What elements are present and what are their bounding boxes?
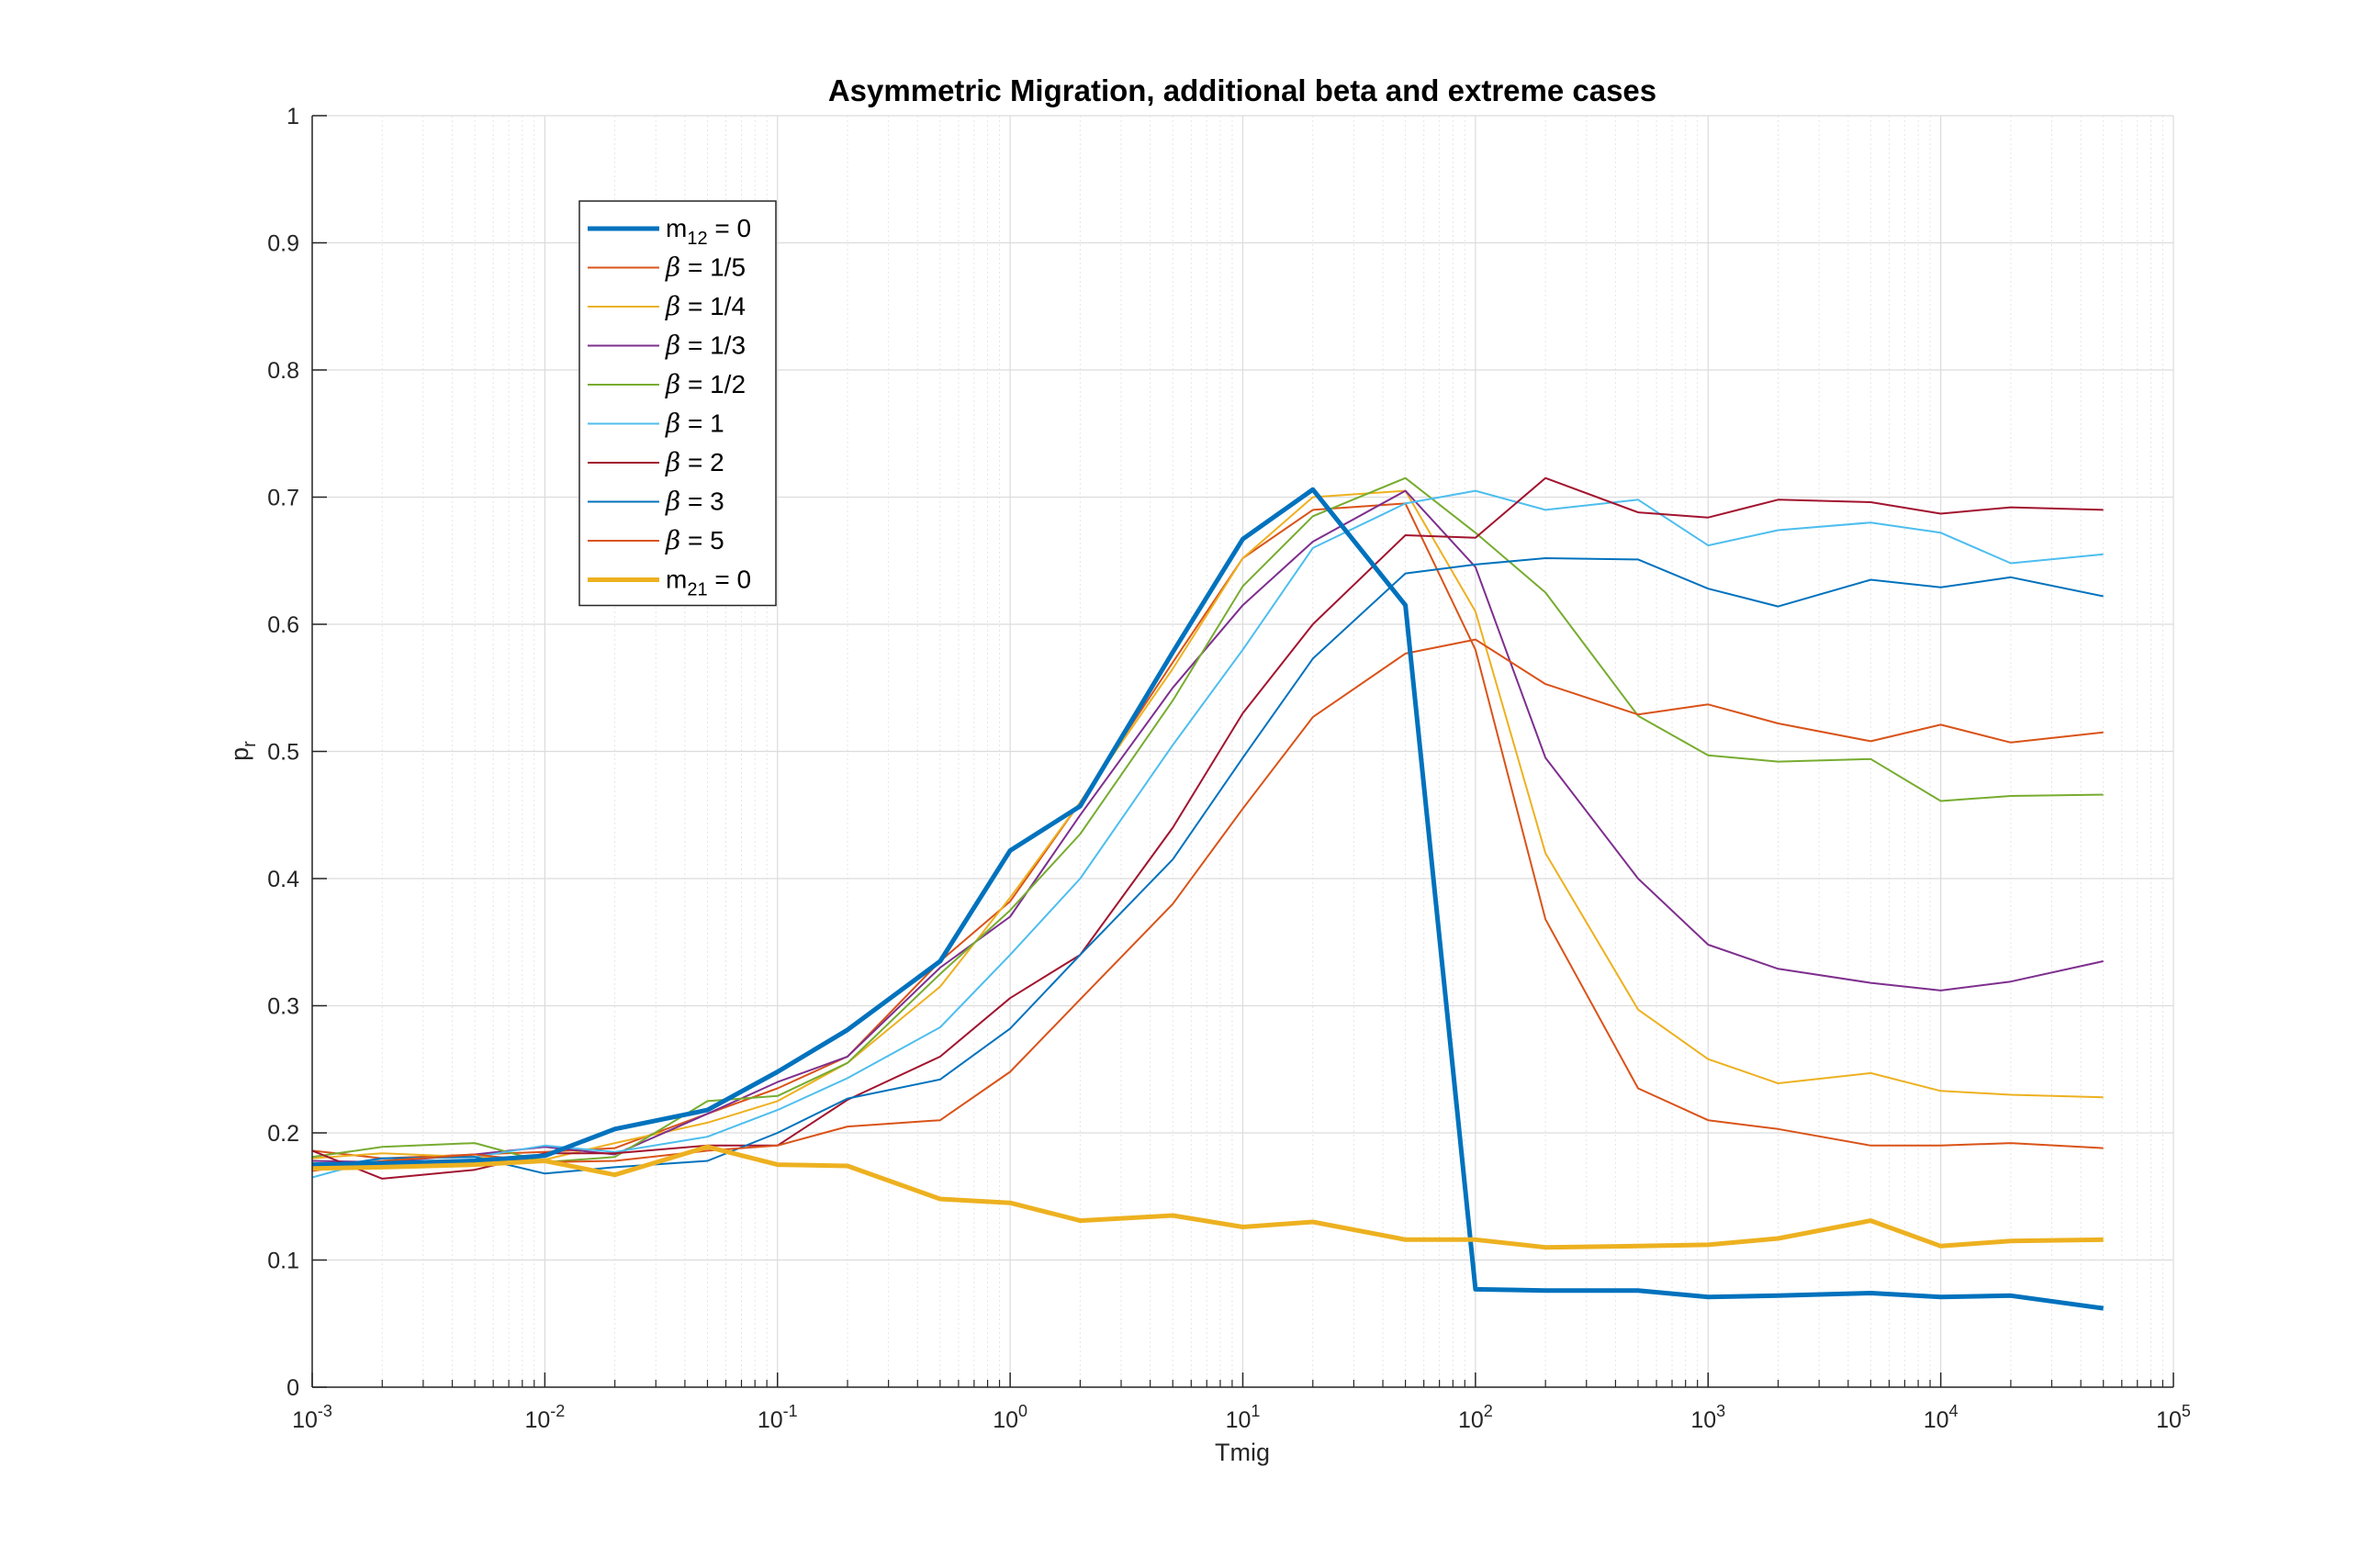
x-tick-label-base: 10 (292, 1407, 318, 1433)
legend-label-suffix: = 1/2 (680, 370, 746, 398)
legend-label-suffix: = 1/3 (680, 331, 746, 360)
axes (311, 115, 2174, 1388)
series-line-5 (311, 476, 2104, 1163)
legend-label-suffix: = 3 (680, 487, 724, 516)
legend-label: β = 5 (665, 525, 724, 555)
legend-label-subscript: 12 (687, 229, 707, 249)
series-line-1 (311, 487, 2105, 1311)
x-tick-label-base: 10 (1226, 1407, 1252, 1433)
legend-label-prefix: β (665, 252, 680, 283)
legend-label: m21 = 0 (666, 566, 751, 600)
x-tick-label-exponent: 5 (2182, 1402, 2191, 1420)
y-tick-label: 0 (286, 1375, 299, 1401)
y-tick-label: 0.4 (267, 867, 299, 892)
legend-label: β = 1/2 (665, 369, 746, 399)
legend-label-suffix: = 1/5 (680, 253, 746, 282)
series-line-2 (311, 502, 2104, 1160)
major-grid (311, 115, 2174, 1388)
legend: m12 = 0β = 1/5β = 1/4β = 1/3β = 1/2β = 1… (578, 200, 777, 607)
series-line-10 (311, 1144, 2104, 1250)
x-tick-label-exponent: 1 (1251, 1402, 1260, 1420)
legend-label: β = 2 (665, 447, 724, 477)
legend-label: m12 = 0 (666, 214, 751, 249)
legend-label-prefix: β (665, 409, 680, 439)
series-line-7 (311, 476, 2104, 1180)
legend-label-suffix: = 5 (680, 526, 724, 555)
x-tick-label: 10-2 (524, 1402, 565, 1433)
y-axis-label: pr (226, 741, 260, 761)
x-tick-label-exponent: -2 (550, 1402, 565, 1420)
x-tick-label-exponent: -1 (783, 1402, 798, 1420)
legend-label-prefix: β (665, 447, 680, 477)
y-tick-label: 1 (286, 104, 299, 129)
x-tick-label: 104 (1924, 1402, 1959, 1433)
legend-label-prefix: β (665, 487, 680, 517)
x-tick-label-base: 10 (993, 1407, 1018, 1433)
series-layer (311, 476, 2105, 1311)
legend-label: β = 1/3 (665, 330, 746, 361)
x-tick-labels: 10-3 10-2 10-1 100 101 102 103 104 105 (292, 1402, 2191, 1433)
y-tick-label: 0.2 (267, 1121, 299, 1147)
x-tick-label-base: 10 (1924, 1407, 1949, 1433)
legend-label-suffix: = 1 (680, 409, 724, 438)
legend-label-prefix: β (665, 291, 680, 321)
y-tick-label: 0.6 (267, 612, 299, 638)
x-tick-label: 103 (1690, 1402, 1725, 1433)
series-line-8 (311, 557, 2104, 1175)
y-tick-label: 0.3 (267, 994, 299, 1020)
x-tick-label-base: 10 (758, 1407, 783, 1433)
x-tick-label-base: 10 (1690, 1407, 1716, 1433)
legend-label-prefix: m (666, 566, 687, 594)
x-tick-label: 105 (2156, 1402, 2191, 1433)
y-tick-label: 0.1 (267, 1249, 299, 1274)
legend-label-suffix: = 1/4 (680, 292, 746, 320)
legend-label-suffix: = 0 (708, 214, 751, 242)
x-tick-label-base: 10 (1458, 1407, 1484, 1433)
legend-label-suffix: = 2 (680, 448, 724, 476)
legend-label: β = 1/4 (665, 291, 746, 321)
x-tick-label: 10-3 (292, 1402, 332, 1433)
x-tick-label-base: 10 (524, 1407, 550, 1433)
legend-label-subscript: 21 (687, 580, 707, 600)
legend-label-prefix: β (665, 330, 680, 361)
x-tick-label: 102 (1458, 1402, 1493, 1433)
x-tick-label: 101 (1226, 1402, 1261, 1433)
y-tick-label: 0.9 (267, 231, 299, 257)
legend-label-prefix: β (665, 525, 680, 555)
series-line-6 (311, 489, 2104, 1179)
x-tick-label-exponent: 0 (1018, 1402, 1027, 1420)
legend-label-prefix: m (666, 214, 687, 242)
legend-label: β = 1 (665, 409, 724, 439)
x-axis-label: Tmig (1215, 1439, 1270, 1466)
y-tick-labels: 0 0.1 0.2 0.3 0.4 0.5 0.6 0.7 0.8 0.9 1 (267, 104, 299, 1401)
legend-label: β = 3 (665, 487, 724, 517)
chart-title: Asymmetric Migration, additional beta an… (828, 73, 1656, 107)
x-tick-label-base: 10 (2156, 1407, 2182, 1433)
legend-label: β = 1/5 (665, 252, 746, 283)
x-tick-label: 100 (993, 1402, 1027, 1433)
y-axis-label-sub: r (240, 741, 260, 747)
x-tick-label-exponent: 4 (1949, 1402, 1959, 1420)
x-tick-label: 10-1 (758, 1402, 798, 1433)
y-axis-label-base: p (226, 747, 253, 761)
legend-label-suffix: = 0 (708, 566, 751, 594)
x-tick-label-exponent: -3 (318, 1402, 332, 1420)
x-tick-label-exponent: 3 (1716, 1402, 1725, 1420)
y-tick-label: 0.8 (267, 358, 299, 384)
legend-label-prefix: β (665, 369, 680, 399)
y-tick-label: 0.5 (267, 740, 299, 766)
x-tick-label-exponent: 2 (1484, 1402, 1493, 1420)
series-line-9 (311, 638, 2104, 1172)
y-tick-label: 0.7 (267, 486, 299, 511)
series-line-3 (311, 489, 2104, 1161)
